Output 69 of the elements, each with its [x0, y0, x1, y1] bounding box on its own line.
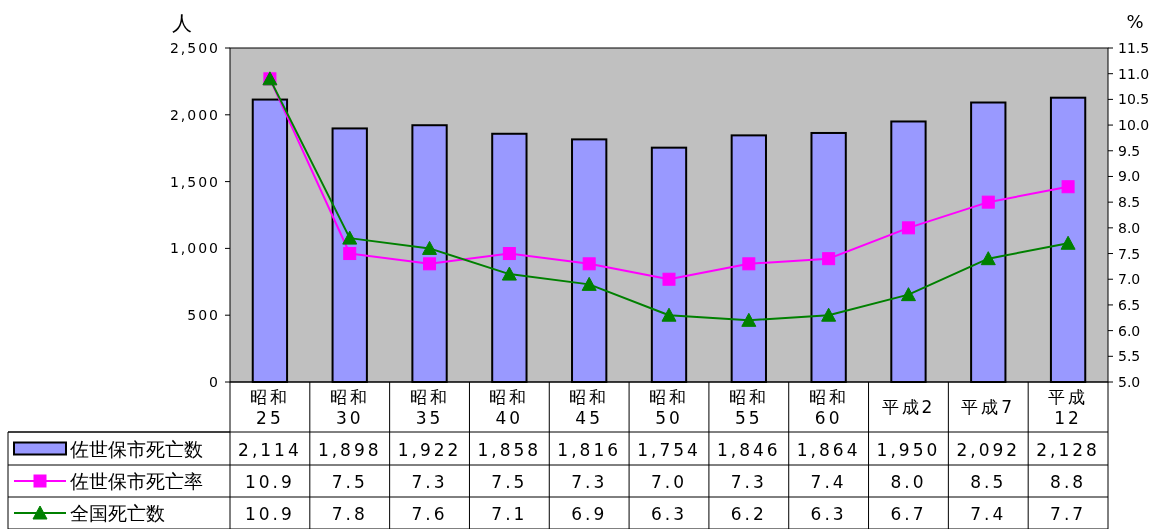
data-label: 1,864	[796, 439, 861, 460]
y2-tick-label: 11.0	[1118, 65, 1150, 82]
data-label: 8.8	[1050, 472, 1087, 492]
y-tick-label: 0	[209, 374, 220, 390]
data-label: 7.3	[411, 472, 448, 492]
data-label: 2,114	[238, 439, 302, 460]
data-label: 7.8	[331, 504, 368, 524]
x-tick-label: 昭和 25	[249, 387, 290, 428]
x-tick-label: 平成7	[961, 397, 1016, 417]
data-label: 6.3	[650, 504, 688, 524]
y-tick-label: 1,500	[169, 173, 220, 190]
data-label: 8.5	[970, 472, 1007, 492]
data-label: 1,922	[397, 439, 462, 460]
data-label: 6.9	[571, 504, 608, 524]
data-label: 10.9	[244, 472, 295, 492]
data-label: 1,846	[716, 439, 781, 460]
y-tick-label: 1,000	[169, 240, 220, 257]
data-label: 7.7	[1050, 504, 1087, 524]
data-label: 7.3	[730, 472, 767, 492]
x-tick-label: 昭和 45	[569, 387, 610, 428]
y2-tick-label: 9.5	[1118, 142, 1141, 159]
data-label: 1,754	[637, 439, 701, 460]
data-label: 8.0	[890, 472, 927, 492]
x-tick-label: 昭和 35	[409, 387, 450, 428]
y-tick-label: 2,000	[169, 106, 220, 123]
data-label: 7.6	[411, 504, 448, 524]
legend-label: 佐世保市死亡率	[70, 470, 203, 492]
x-tick-label: 昭和 30	[329, 387, 370, 428]
data-label: 10.9	[244, 504, 295, 524]
y2-tick-label: 10.5	[1118, 91, 1150, 108]
y2-tick-label: 6.5	[1118, 296, 1141, 313]
y2-tick-label: 8.0	[1118, 219, 1141, 236]
y2-tick-label: 7.5	[1118, 245, 1141, 262]
y-axis-title: 人	[172, 11, 192, 35]
data-label: 1,898	[317, 439, 382, 460]
data-label: 7.5	[491, 472, 528, 492]
data-label: 2,128	[1036, 439, 1100, 460]
data-label: 6.2	[730, 504, 767, 524]
data-label: 7.4	[970, 504, 1007, 524]
y2-tick-label: 11.5	[1118, 40, 1150, 56]
data-label: 1,858	[477, 439, 542, 460]
x-tick-label: 昭和 60	[808, 387, 849, 428]
data-label: 6.7	[890, 504, 927, 524]
x-tick-label: 昭和 40	[489, 387, 530, 428]
y-tick-label: 500	[187, 307, 220, 324]
x-tick-label: 昭和 50	[649, 387, 689, 428]
y2-tick-label: 6.0	[1118, 322, 1141, 339]
y2-tick-label: 10.0	[1118, 117, 1150, 134]
y2-tick-label: 7.0	[1118, 271, 1141, 288]
data-label: 7.4	[810, 472, 847, 492]
data-label: 6.3	[810, 504, 847, 524]
data-label: 7.5	[331, 472, 368, 492]
data-label: 1,816	[557, 439, 622, 460]
y2-axis-title: %	[1126, 11, 1144, 32]
x-tick-label: 平成2	[881, 397, 936, 417]
y2-tick-label: 9.0	[1118, 168, 1141, 185]
legend-label: 全国死亡数	[70, 502, 165, 524]
y-tick-label: 2,500	[169, 40, 220, 56]
legend-label: 佐世保市死亡数	[70, 437, 203, 460]
y2-tick-label: 5.0	[1118, 374, 1141, 390]
y2-tick-label: 8.5	[1118, 194, 1141, 211]
data-label: 1,950	[876, 439, 941, 460]
data-label: 7.3	[571, 472, 608, 492]
data-label: 7.1	[491, 504, 528, 524]
x-tick-label: 昭和 55	[728, 387, 769, 428]
data-label: 2,092	[956, 439, 1021, 460]
data-label: 7.0	[650, 472, 688, 492]
y2-tick-label: 5.5	[1118, 348, 1141, 365]
x-tick-label: 平成 12	[1048, 387, 1089, 428]
